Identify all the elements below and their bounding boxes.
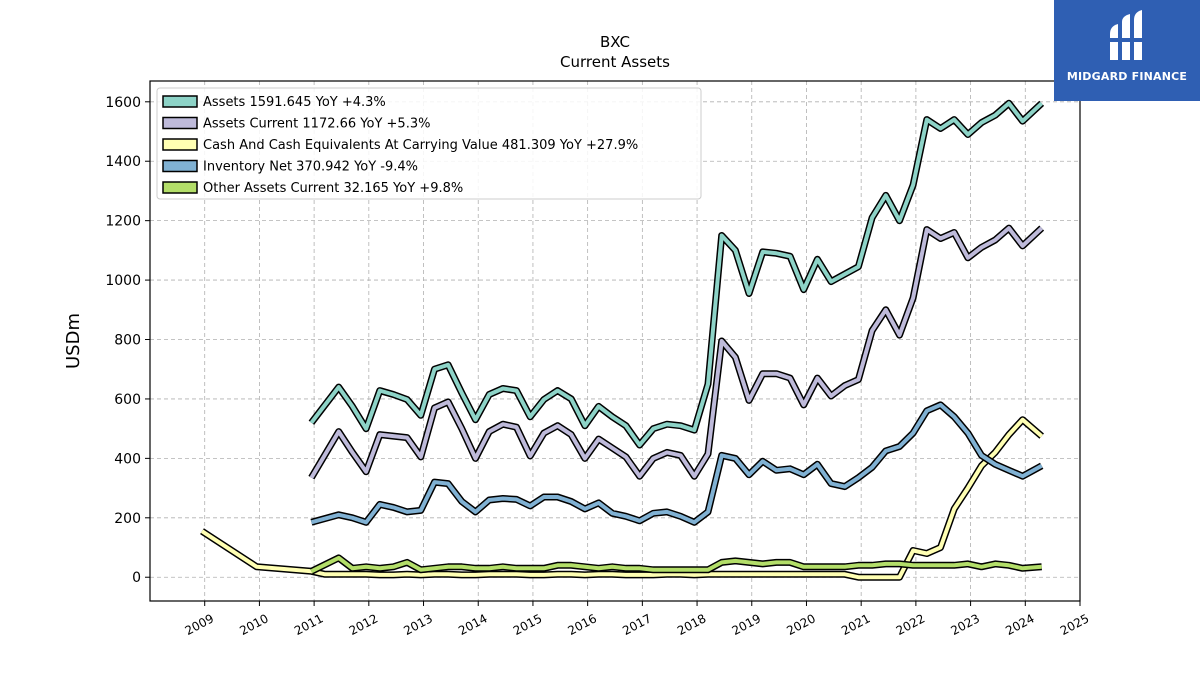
series-line — [310, 555, 1042, 574]
y-tick-label: 1400 — [105, 154, 141, 170]
logo-text: MIDGARD FINANCE — [1066, 70, 1188, 83]
legend-swatch — [162, 116, 198, 130]
x-tick-label: 2015 — [511, 611, 545, 638]
chart-subtitle: Current Assets — [560, 53, 670, 71]
x-tick-label: 2019 — [730, 611, 764, 638]
x-tick-label: 2013 — [401, 611, 435, 638]
y-axis-label: USDm — [63, 313, 84, 369]
legend-entry: Cash And Cash Equivalents At Carrying Va… — [162, 138, 638, 153]
legend-swatch — [162, 181, 198, 194]
x-tick-label: 2024 — [1003, 611, 1037, 638]
series-line — [309, 101, 1044, 447]
series-4 — [309, 554, 1042, 575]
x-tick-label: 2011 — [292, 611, 326, 638]
legend-entry: Inventory Net 370.942 YoY -9.4% — [162, 159, 418, 175]
legend-label: Assets 1591.645 YoY +4.3% — [203, 95, 386, 110]
legend-swatch — [162, 138, 198, 151]
series-line — [309, 226, 1044, 479]
series-layer — [200, 99, 1045, 581]
x-tick-label: 2014 — [456, 611, 490, 638]
series-2 — [200, 416, 1044, 581]
y-tick-label: 1600 — [105, 95, 141, 111]
series-line-outline — [308, 224, 1045, 480]
legend-label: Assets Current 1172.66 YoY +5.3% — [203, 117, 430, 132]
y-tick-label: 1200 — [105, 214, 141, 230]
brand-logo: MIDGARD FINANCE — [1054, 0, 1200, 101]
plot-frame — [149, 80, 1081, 602]
legend-label: Cash And Cash Equivalents At Carrying Va… — [203, 138, 638, 153]
legend-label: Inventory Net 370.942 YoY -9.4% — [203, 160, 418, 175]
x-tick-label: 2016 — [566, 611, 600, 638]
x-tick-label: 2023 — [948, 611, 982, 638]
legend-box — [156, 87, 702, 200]
series-line — [310, 402, 1043, 525]
legend-swatch — [162, 95, 198, 108]
x-tick-label: 2012 — [347, 611, 381, 638]
series-line — [200, 417, 1044, 580]
x-tick-label: 2010 — [237, 611, 271, 638]
y-tick-label: 600 — [114, 392, 141, 408]
chart-title: BXC — [600, 33, 630, 51]
series-0 — [308, 99, 1045, 449]
logo-mark-icon — [1106, 10, 1148, 60]
x-tick-label: 2021 — [839, 611, 873, 638]
series-3 — [310, 401, 1044, 526]
y-tick-label: 1000 — [105, 273, 141, 289]
y-tick-label: 200 — [114, 511, 141, 527]
x-tick-label: 2020 — [784, 611, 818, 638]
x-tick-label: 2018 — [675, 611, 709, 638]
y-tick-label: 400 — [114, 451, 141, 467]
x-tick-label: 2025 — [1058, 611, 1092, 638]
legend-entry: Assets Current 1172.66 YoY +5.3% — [162, 116, 430, 132]
x-tick-label: 2017 — [620, 611, 654, 638]
y-tick-label: 0 — [132, 570, 141, 586]
y-tick-label: 800 — [114, 333, 141, 349]
legend-label: Other Assets Current 32.165 YoY +9.8% — [203, 181, 463, 196]
legend-swatch — [162, 159, 198, 173]
series-1 — [308, 224, 1045, 480]
x-tick-label: 2009 — [183, 611, 217, 638]
x-tick-label: 2022 — [894, 611, 928, 638]
legend-entry: Assets 1591.645 YoY +4.3% — [162, 95, 386, 110]
legend-entry: Other Assets Current 32.165 YoY +9.8% — [162, 181, 463, 196]
legend: Assets 1591.645 YoY +4.3% Assets Current … — [156, 87, 702, 200]
